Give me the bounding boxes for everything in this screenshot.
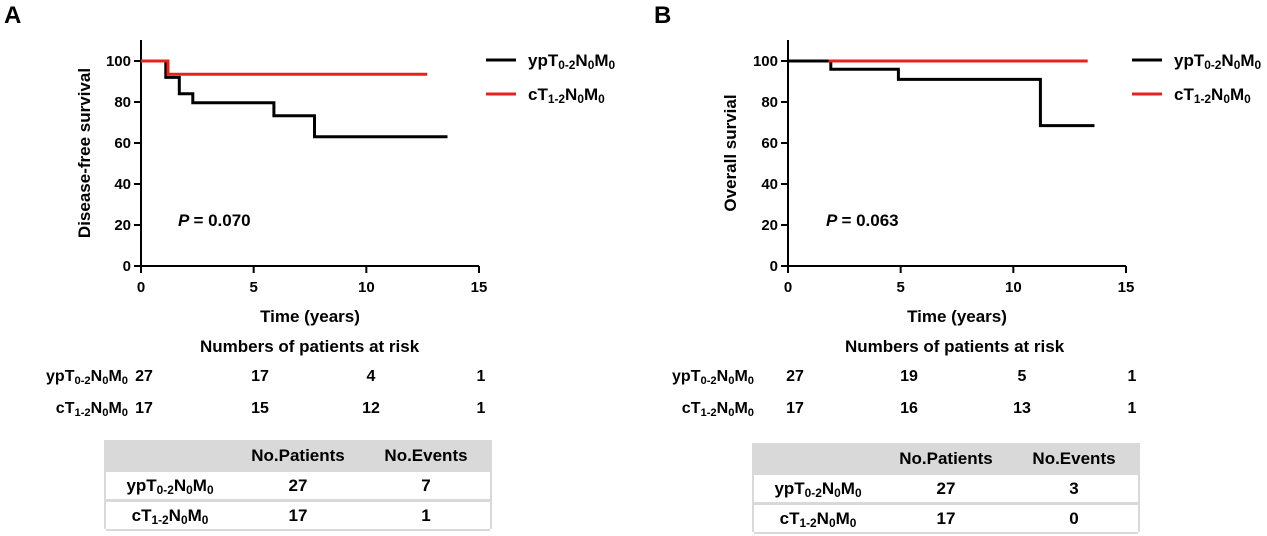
x-axis-label: Time (years) [260,307,360,326]
x-tick-label: 15 [1118,279,1135,296]
risk-row-label: ypT0-2N0M0 [672,368,754,387]
summary-header-events: No.Events [1010,443,1138,475]
y-tick-label: 60 [114,135,131,152]
summary-events: 3 [1010,475,1138,505]
risk-value: 27 [786,368,804,385]
chart-b: 0 20 40 60 80 100 0 5 10 15 Time (years) Overall su… [721,40,1262,326]
summary-patients: 27 [882,475,1010,505]
summary-table-b: No.Patients No.Events ypT0-2N0M0 27 3 cT… [752,443,1140,534]
risk-row-a-2: cT1-2N0M0 17 15 12 1 [0,400,640,424]
risk-row-label: cT1-2N0M0 [681,400,754,419]
survival-curve-ct [141,59,428,76]
risk-row-b-2: cT1-2N0M0 17 16 13 1 [640,400,1267,424]
summary-table-a: No.Patients No.Events ypT0-2N0M0 27 7 cT… [104,440,492,531]
summary-header-events: No.Events [362,440,490,472]
risk-value: 13 [1013,400,1031,417]
panel-letter-b: B [654,2,672,29]
y-tick-label: 20 [761,217,778,234]
summary-header-patients: No.Patients [882,443,1010,475]
x-axis-label: Time (years) [907,307,1007,326]
summary-patients: 17 [234,500,362,531]
y-axis-label: Disease-free survival [75,68,94,238]
risk-row-label: ypT0-2N0M0 [46,368,128,387]
summary-table-a-grid: No.Patients No.Events ypT0-2N0M0 27 7 cT… [106,440,490,531]
summary-row-label: ypT0-2N0M0 [106,472,234,502]
risk-value: 1 [476,368,486,385]
chart-a: 0 20 40 60 80 100 0 5 10 15 Time (years) Disease-fr… [75,40,616,326]
risk-value: 1 [476,400,486,417]
y-tick-label: 100 [106,53,131,70]
summary-patients: 27 [234,472,362,502]
risk-value: 1 [1127,368,1137,385]
summary-row-label: ypT0-2N0M0 [754,475,882,505]
risk-value: 17 [251,368,269,385]
summary-events: 1 [362,500,490,531]
panel-letter-a: A [4,2,22,29]
y-tick-label: 0 [770,258,778,275]
x-tick-label: 5 [896,279,904,296]
summary-header-patients: No.Patients [234,440,362,472]
risk-title-b: Numbers of patients at risk [845,337,1065,356]
y-axis-label: Overall survial [721,94,740,211]
summary-table-b-grid: No.Patients No.Events ypT0-2N0M0 27 3 cT… [754,443,1138,534]
legend-label: ypT0-2N0M0 [1174,51,1262,72]
y-tick-label: 60 [761,135,778,152]
x-tick-label: 5 [249,279,257,296]
risk-value: 12 [362,400,380,417]
risk-title-a: Numbers of patients at risk [200,337,420,356]
risk-value: 27 [135,368,153,385]
summary-row-label: cT1-2N0M0 [106,500,234,531]
x-tick-label: 10 [358,279,375,296]
risk-value: 1 [1127,400,1137,417]
risk-value: 4 [366,368,376,385]
y-tick-label: 40 [761,176,778,193]
y-tick-label: 0 [123,258,131,275]
summary-header-blank [106,440,234,472]
summary-row-label: cT1-2N0M0 [754,503,882,534]
risk-value: 16 [900,400,918,417]
risk-row-b-1: ypT0-2N0M0 27 19 5 1 [640,368,1267,392]
risk-value: 17 [135,400,153,417]
y-tick-label: 100 [753,53,778,70]
risk-row-a-1: ypT0-2N0M0 27 17 4 1 [0,368,640,392]
x-tick-label: 15 [471,279,488,296]
summary-events: 7 [362,472,490,502]
risk-value: 5 [1017,368,1027,385]
p-value-annotation: P = 0.070 [178,211,251,230]
summary-header-blank [754,443,882,475]
y-tick-label: 80 [761,94,778,111]
x-tick-label: 0 [137,279,145,296]
summary-patients: 17 [882,503,1010,534]
p-value-annotation: P = 0.063 [826,211,899,230]
legend-label: cT1-2N0M0 [528,85,605,106]
summary-events: 0 [1010,503,1138,534]
survival-curve-ypt [788,59,1095,128]
risk-value: 19 [900,368,918,385]
y-tick-label: 80 [114,94,131,111]
legend-label: ypT0-2N0M0 [528,51,616,72]
risk-value: 15 [251,400,269,417]
risk-row-label: cT1-2N0M0 [55,400,128,419]
y-tick-label: 40 [114,176,131,193]
x-tick-label: 0 [784,279,792,296]
x-tick-label: 10 [1005,279,1022,296]
survival-curve-ypt [141,59,448,139]
risk-value: 17 [786,400,804,417]
legend-label: cT1-2N0M0 [1174,85,1251,106]
y-tick-label: 20 [114,217,131,234]
